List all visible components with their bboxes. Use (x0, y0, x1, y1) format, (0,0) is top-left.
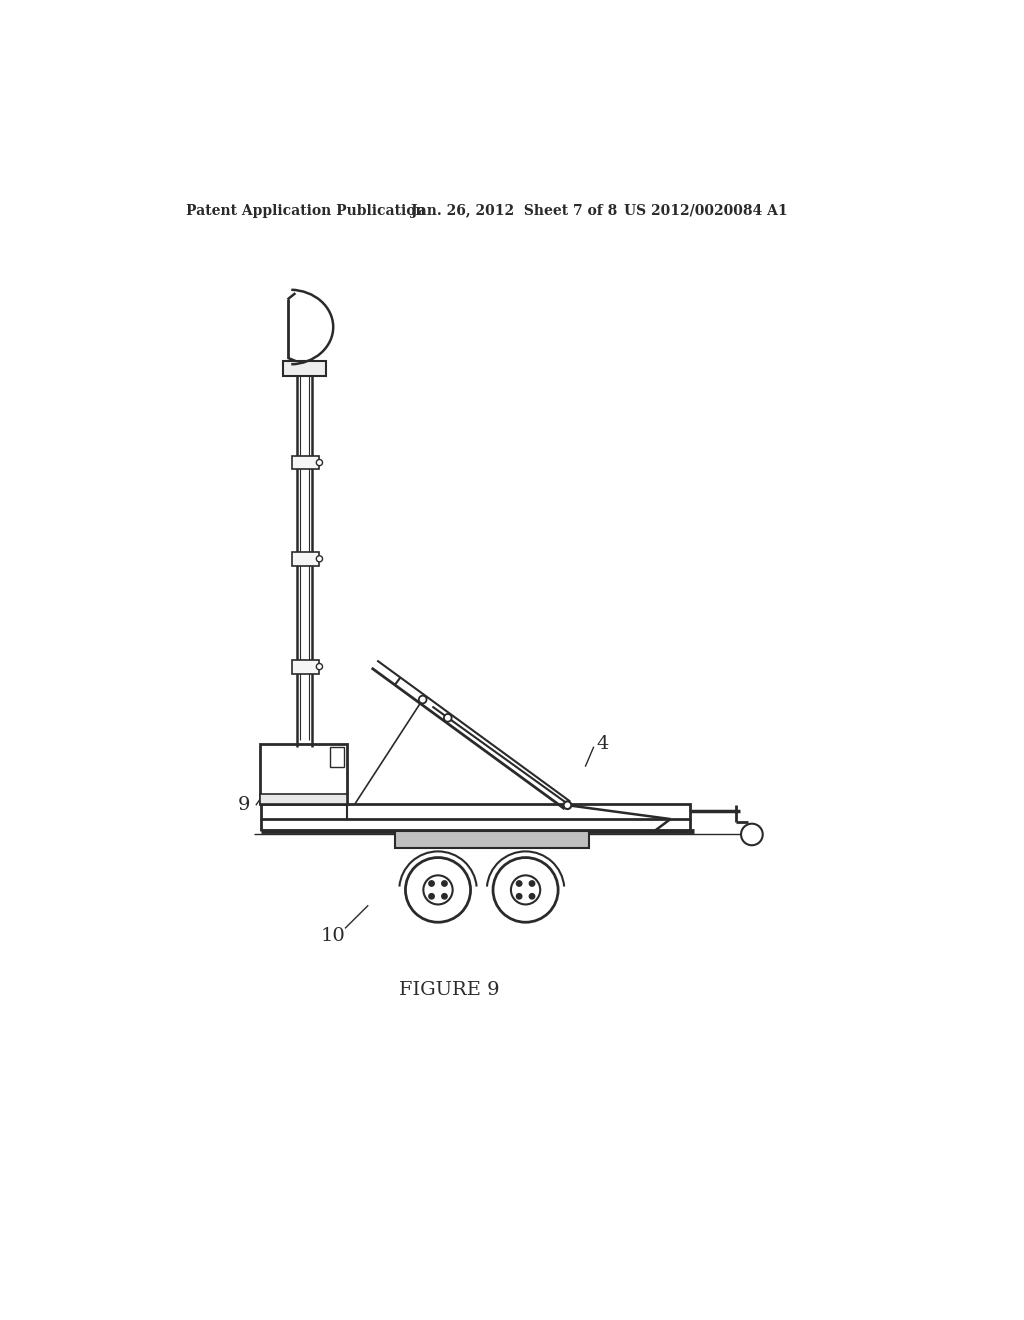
Text: 9: 9 (238, 796, 251, 814)
Circle shape (441, 894, 447, 899)
Bar (260, 743, 347, 804)
Text: Jan. 26, 2012  Sheet 7 of 8: Jan. 26, 2012 Sheet 7 of 8 (411, 203, 617, 218)
Circle shape (316, 556, 323, 562)
Text: FIGURE 9: FIGURE 9 (399, 981, 500, 999)
Circle shape (741, 824, 763, 845)
Text: US 2012/0020084 A1: US 2012/0020084 A1 (624, 203, 787, 218)
Bar (292, 552, 318, 566)
Bar (292, 455, 318, 470)
Circle shape (419, 696, 427, 704)
Circle shape (493, 858, 558, 923)
Text: 10: 10 (321, 927, 346, 945)
Circle shape (516, 894, 522, 899)
Circle shape (516, 880, 522, 886)
Bar (261, 804, 690, 818)
Circle shape (529, 880, 535, 886)
Circle shape (316, 459, 323, 466)
Bar (283, 360, 327, 376)
Circle shape (406, 858, 471, 923)
Circle shape (441, 880, 447, 886)
Bar (331, 747, 344, 767)
Bar (260, 795, 347, 804)
Circle shape (511, 875, 541, 904)
Bar (395, 830, 589, 847)
Circle shape (429, 894, 434, 899)
Circle shape (429, 880, 434, 886)
Bar (292, 660, 318, 673)
Circle shape (423, 875, 453, 904)
Circle shape (563, 801, 571, 809)
Circle shape (316, 664, 323, 669)
Text: 4: 4 (597, 735, 609, 752)
Circle shape (529, 894, 535, 899)
Circle shape (444, 714, 452, 722)
Text: Patent Application Publication: Patent Application Publication (186, 203, 426, 218)
